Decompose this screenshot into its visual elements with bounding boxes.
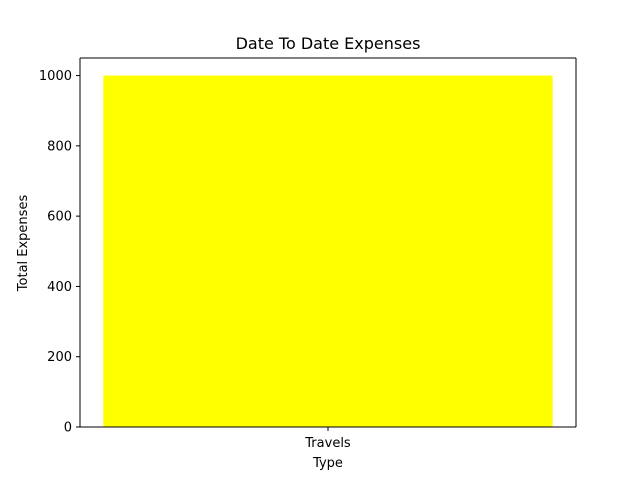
y-tick-label: 0	[64, 421, 72, 436]
y-tick-label: 600	[47, 210, 72, 225]
chart-title: Date To Date Expenses	[236, 34, 421, 53]
bars-group	[103, 75, 553, 428]
y-tick-label: 800	[47, 139, 72, 154]
x-axis-label: Type	[312, 456, 343, 471]
bar-travels	[103, 75, 553, 428]
y-axis-ticks: 0 200 400 600 800 1000	[39, 69, 80, 436]
x-tick-label: Travels	[304, 436, 351, 451]
y-tick-label: 200	[47, 350, 72, 365]
y-tick-label: 1000	[39, 69, 72, 84]
y-axis-label: Total Expenses	[16, 195, 31, 293]
y-tick-label: 400	[47, 280, 72, 295]
x-axis-ticks: Travels	[304, 427, 351, 451]
